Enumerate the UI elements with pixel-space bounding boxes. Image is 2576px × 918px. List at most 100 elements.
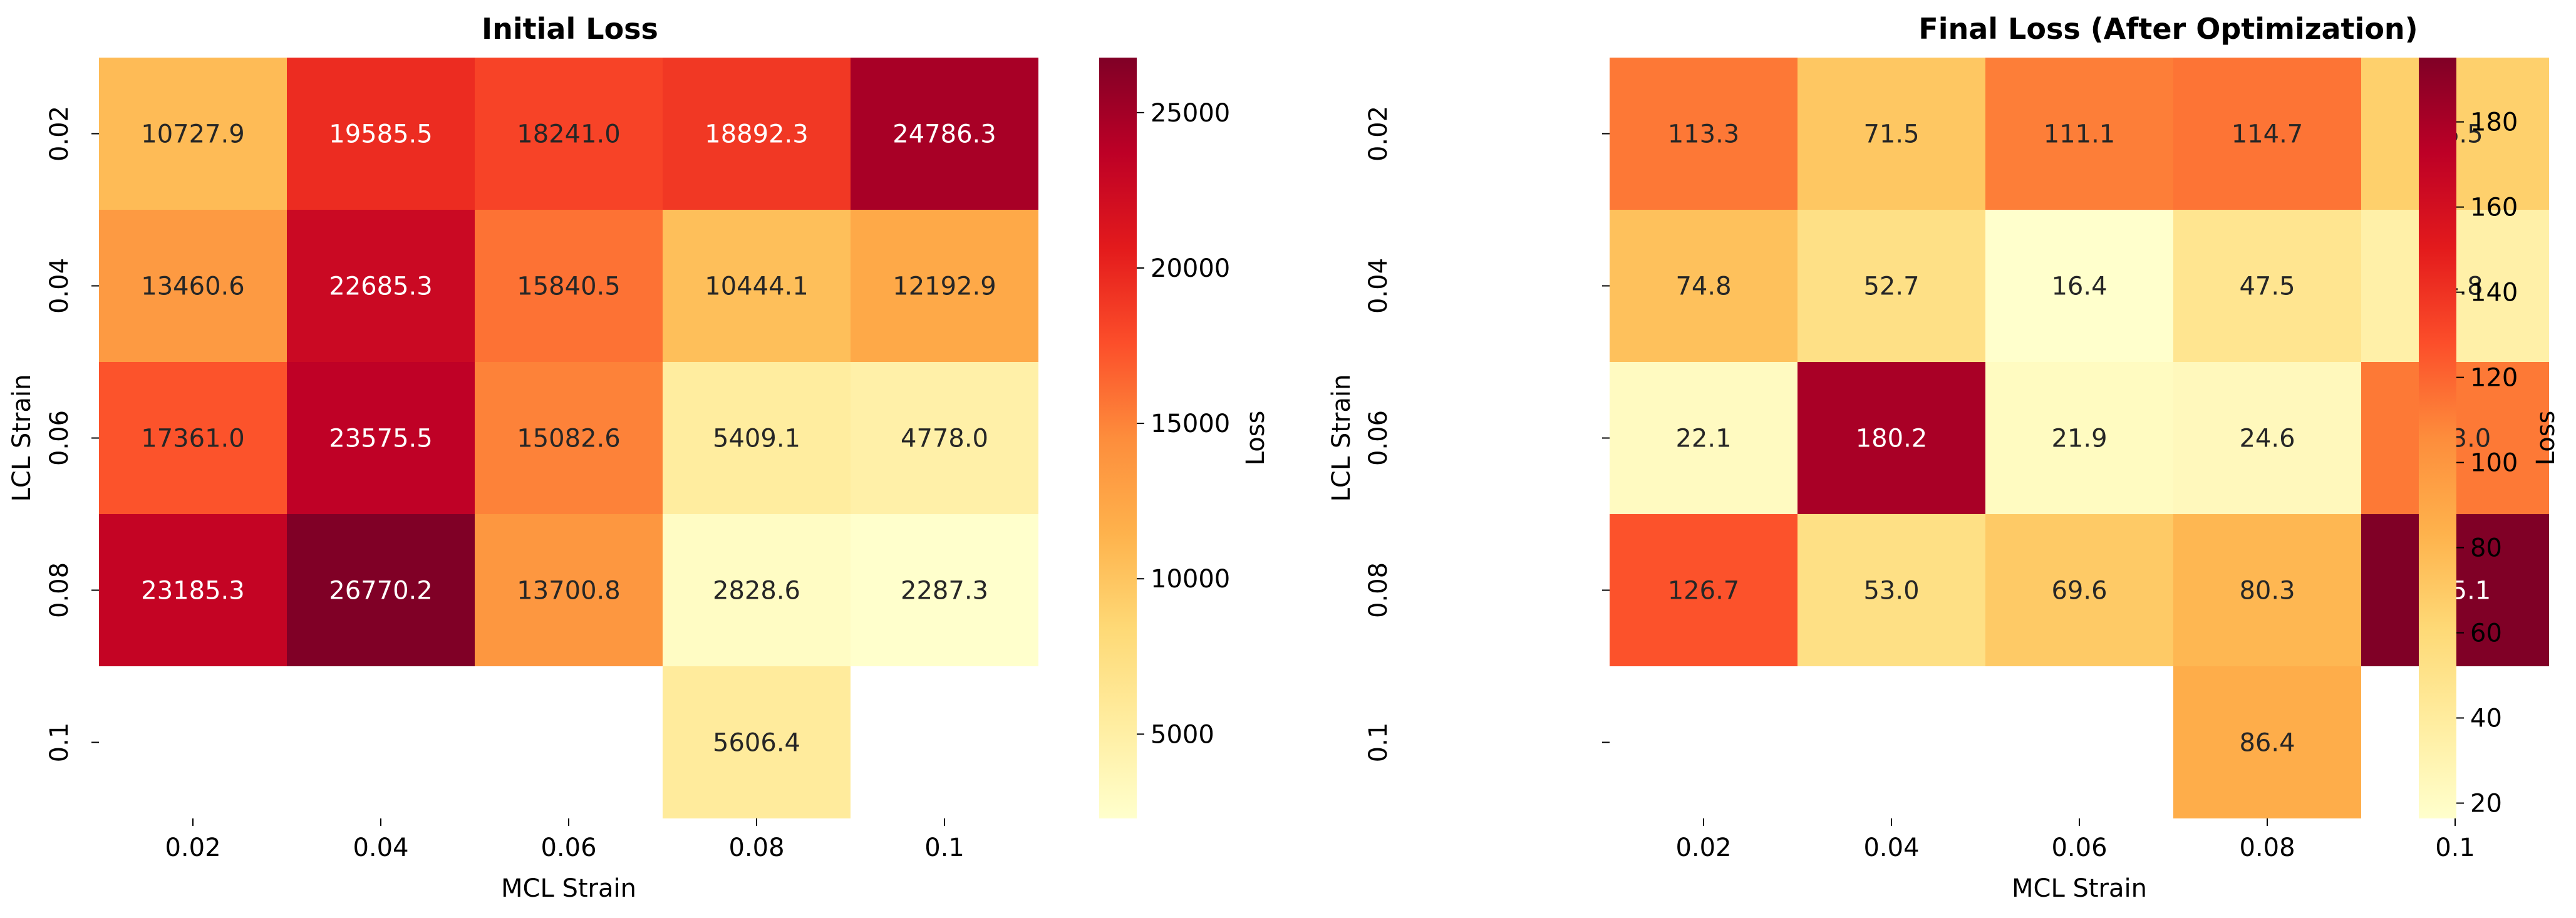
colorbar-label: Loss bbox=[2532, 411, 2560, 466]
colorbar-tick-label: 15000 bbox=[1151, 410, 1230, 438]
heatmap-cell bbox=[1610, 210, 1798, 362]
cell-value-label: 71.5 bbox=[1863, 120, 1919, 149]
cell-value-label: 47.5 bbox=[2239, 272, 2295, 301]
heatmap-cell bbox=[1610, 514, 1798, 666]
cell-value-label: 18892.3 bbox=[705, 120, 808, 149]
cell-value-label: 86.4 bbox=[2239, 729, 2295, 758]
y-tick-label: 0.02 bbox=[45, 106, 74, 162]
x-tick-label: 0.04 bbox=[353, 833, 408, 862]
x-tick-label: 0.08 bbox=[728, 833, 784, 862]
colorbar-tick-label: 180 bbox=[2470, 108, 2518, 137]
chart-title: Initial Loss bbox=[482, 12, 658, 46]
y-tick-label: 0.06 bbox=[1364, 410, 1393, 466]
colorbar bbox=[2419, 58, 2456, 818]
colorbar-tick-label: 10000 bbox=[1151, 565, 1230, 594]
y-tick-label: 0.04 bbox=[45, 258, 74, 314]
heatmap-cell bbox=[1985, 58, 2173, 210]
colorbar-tick-label: 60 bbox=[2470, 619, 2502, 648]
heatmap-panel-1: Initial Loss 10727.9 19585.5 18241.0 18892.3… bbox=[8, 12, 1270, 903]
cell-value-label: 2287.3 bbox=[901, 577, 988, 606]
heatmap-cell bbox=[287, 362, 475, 514]
x-axis-label: MCL Strain bbox=[501, 874, 636, 903]
heatmap-cell bbox=[99, 210, 287, 362]
colorbar-label: Loss bbox=[1241, 411, 1270, 466]
cell-value-label: 52.7 bbox=[1863, 272, 1919, 301]
x-tick-label: 0.02 bbox=[165, 833, 220, 862]
colorbar-tick-label: 160 bbox=[2470, 193, 2518, 222]
cell-value-label: 111.1 bbox=[2044, 120, 2116, 149]
cell-value-label: 17361.0 bbox=[141, 425, 244, 453]
x-tick-label: 0.1 bbox=[924, 833, 965, 862]
cell-value-label: 114.7 bbox=[2232, 120, 2304, 149]
cell-value-label: 12192.9 bbox=[892, 272, 996, 301]
y-tick-label: 0.1 bbox=[45, 723, 74, 763]
cell-value-label: 19585.5 bbox=[329, 120, 432, 149]
cell-value-label: 5606.4 bbox=[713, 729, 800, 758]
heatmap-cell bbox=[663, 514, 851, 666]
y-tick-label: 0.1 bbox=[1364, 723, 1393, 763]
x-tick-label: 0.06 bbox=[541, 833, 596, 862]
heatmap-cell bbox=[663, 58, 851, 210]
heatmap-cell bbox=[1985, 210, 2173, 362]
heatmap-cell bbox=[2173, 210, 2361, 362]
heatmap-cell bbox=[1798, 58, 1985, 210]
x-tick-label: 0.08 bbox=[2239, 833, 2295, 862]
heatmap-cell bbox=[1798, 210, 1985, 362]
heatmap-cell bbox=[475, 514, 663, 666]
cell-value-label: 180.2 bbox=[1856, 425, 1928, 453]
cell-value-label: 10444.1 bbox=[705, 272, 808, 301]
heatmap-cell bbox=[1610, 362, 1798, 514]
cell-value-label: 15082.6 bbox=[517, 425, 620, 453]
heatmap-cell bbox=[1798, 514, 1985, 666]
heatmap-cell bbox=[287, 210, 475, 362]
cell-value-label: 26770.2 bbox=[329, 577, 432, 606]
cell-value-label: 113.3 bbox=[1668, 120, 1740, 149]
heatmap-cell bbox=[287, 514, 475, 666]
colorbar-tick-label: 20000 bbox=[1151, 254, 1230, 283]
heatmap-cell bbox=[475, 58, 663, 210]
cell-value-label: 53.0 bbox=[1863, 577, 1919, 606]
cell-value-label: 16.4 bbox=[2051, 272, 2107, 301]
colorbar-tick-label: 140 bbox=[2470, 279, 2518, 307]
cell-value-label: 22685.3 bbox=[329, 272, 432, 301]
cell-value-label: 69.6 bbox=[2051, 577, 2107, 606]
heatmap-panel-2: Final Loss (After Optimization) 113.3 71.5… bbox=[1327, 12, 2560, 903]
heatmap-cell bbox=[663, 210, 851, 362]
colorbar-tick-label: 25000 bbox=[1151, 99, 1230, 128]
cell-value-label: 74.8 bbox=[1675, 272, 1731, 301]
cell-value-label: 2828.6 bbox=[713, 577, 800, 606]
y-tick-label: 0.04 bbox=[1364, 258, 1393, 314]
y-tick-label: 0.02 bbox=[1364, 106, 1393, 162]
colorbar-tick-label: 100 bbox=[2470, 449, 2518, 478]
heatmap-cell bbox=[851, 362, 1038, 514]
colorbar-tick-label: 40 bbox=[2470, 704, 2502, 733]
heatmap-cell bbox=[851, 210, 1038, 362]
cell-value-label: 5409.1 bbox=[713, 425, 800, 453]
heatmap-cell bbox=[1985, 362, 2173, 514]
cell-value-label: 10727.9 bbox=[141, 120, 244, 149]
heatmap-cell bbox=[99, 514, 287, 666]
heatmap-cell bbox=[2173, 58, 2361, 210]
cell-value-label: 15840.5 bbox=[517, 272, 620, 301]
cell-value-label: 13460.6 bbox=[141, 272, 244, 301]
heatmap-cell bbox=[475, 362, 663, 514]
y-tick-label: 0.06 bbox=[45, 410, 74, 466]
cell-value-label: 24786.3 bbox=[892, 120, 996, 149]
y-tick-label: 0.08 bbox=[1364, 562, 1393, 618]
heatmap-cell bbox=[663, 666, 851, 818]
cell-value-label: 18241.0 bbox=[517, 120, 620, 149]
x-tick-label: 0.1 bbox=[2435, 833, 2475, 862]
cell-value-label: 126.7 bbox=[1668, 577, 1740, 606]
cell-value-label: 24.6 bbox=[2239, 425, 2295, 453]
heatmap-cell bbox=[2173, 514, 2361, 666]
chart-title: Final Loss (After Optimization) bbox=[1918, 12, 2418, 46]
heatmap-cell bbox=[2173, 362, 2361, 514]
cell-value-label: 21.9 bbox=[2051, 425, 2107, 453]
cell-value-label: 4778.0 bbox=[901, 425, 988, 453]
y-tick-label: 0.08 bbox=[45, 562, 74, 618]
cell-value-label: 22.1 bbox=[1675, 425, 1731, 453]
heatmap-cell bbox=[99, 58, 287, 210]
x-axis-label: MCL Strain bbox=[2012, 874, 2147, 903]
cell-value-label: 23575.5 bbox=[329, 425, 432, 453]
